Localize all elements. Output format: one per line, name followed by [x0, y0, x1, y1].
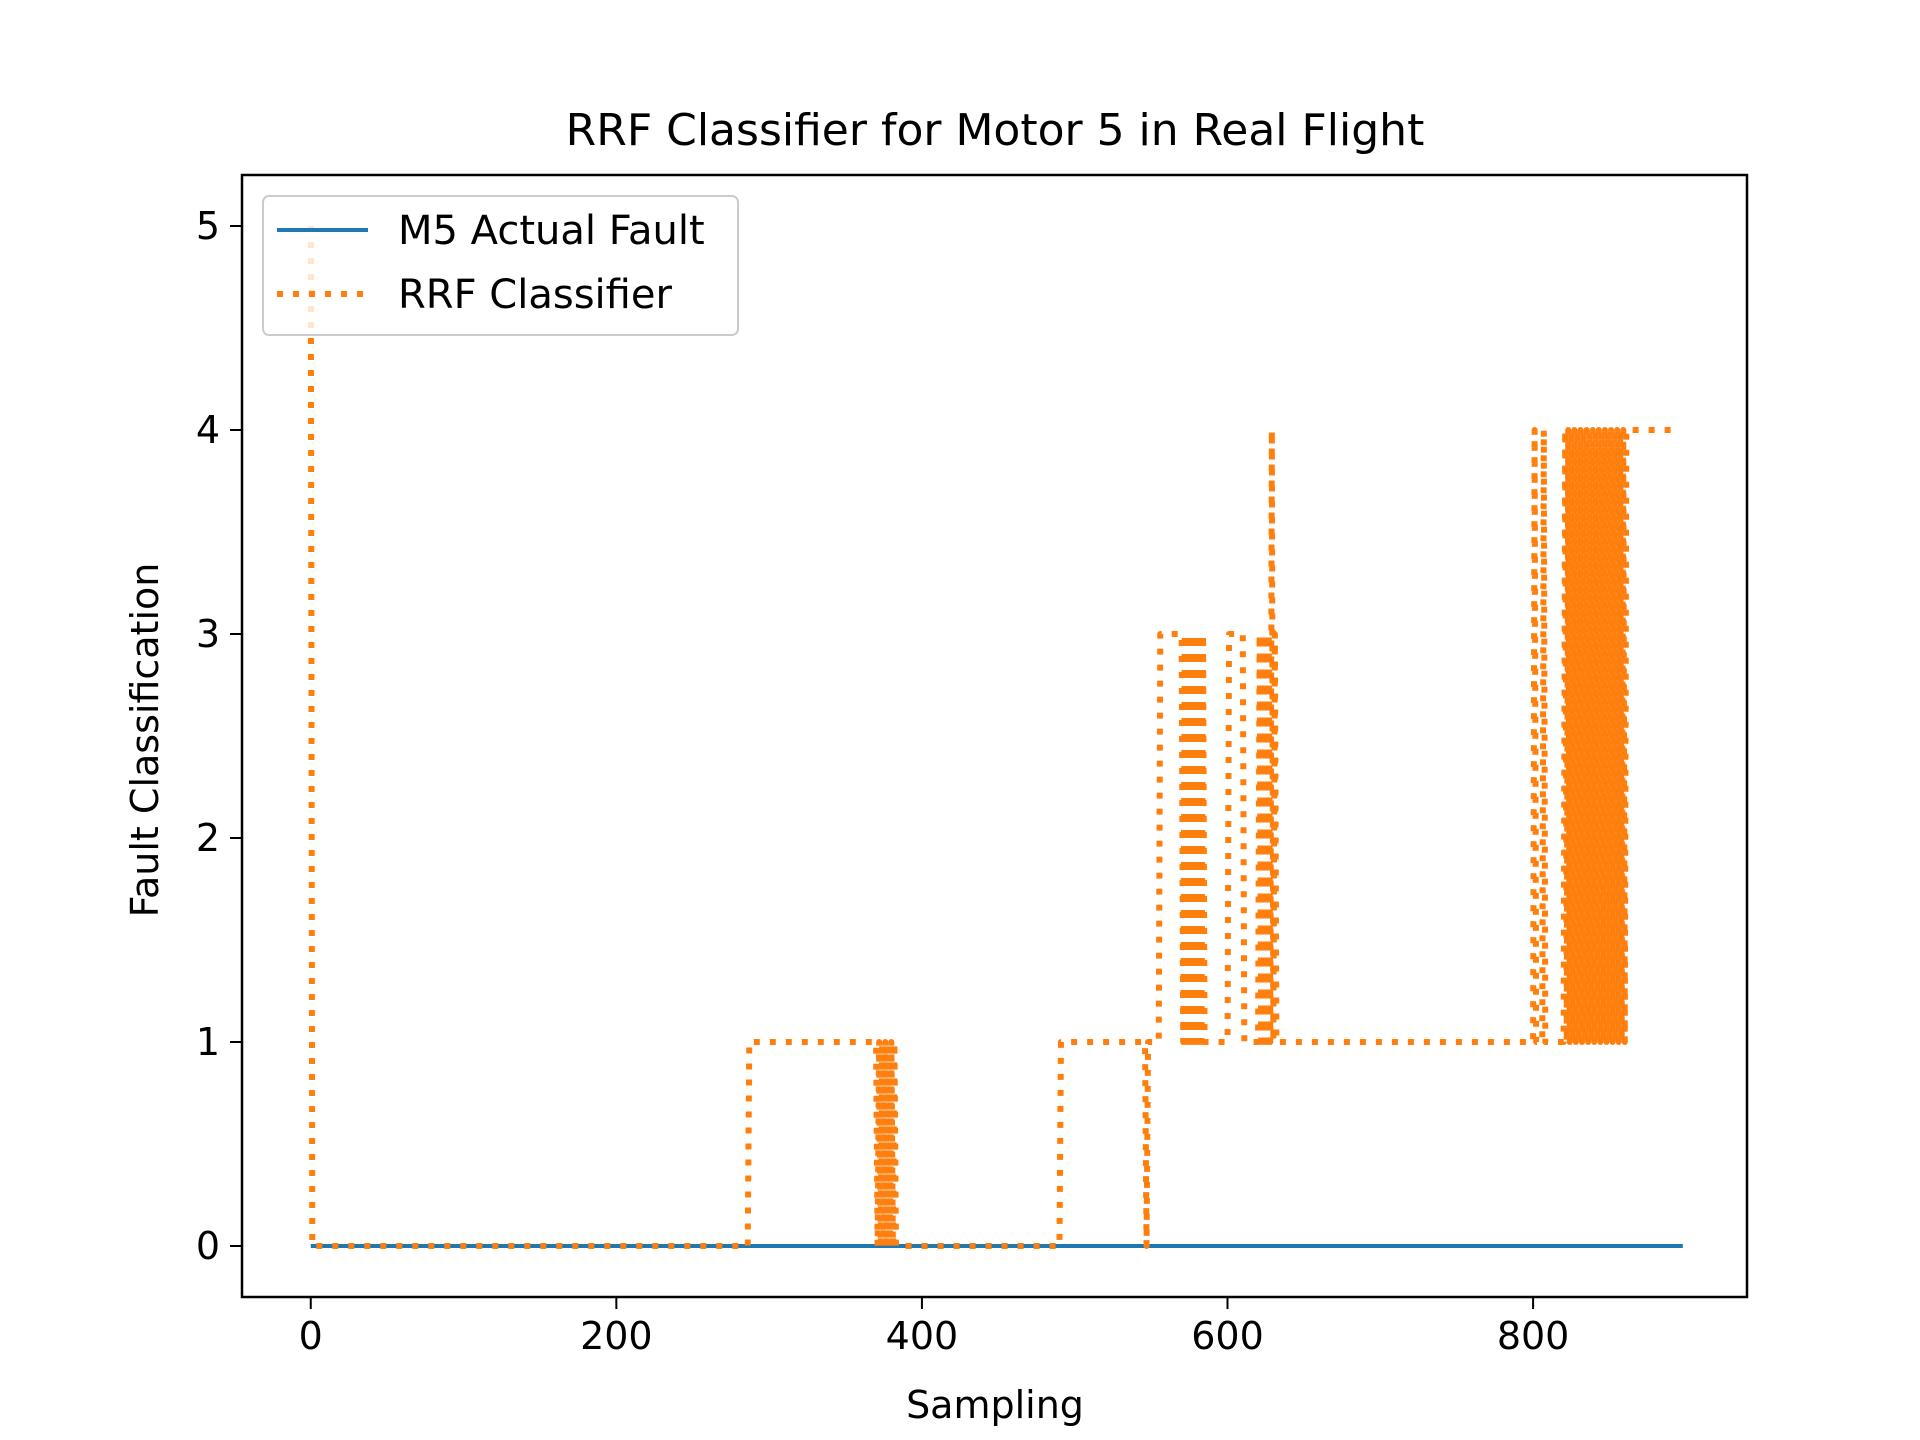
axes-frame — [240, 173, 1749, 1299]
y-axis-ticks: 0 1 2 3 4 5 — [196, 204, 242, 1268]
series-line-1 — [307, 225, 1679, 1249]
x-tick-label: 200 — [580, 1314, 653, 1358]
x-axis-label: Sampling — [906, 1383, 1084, 1427]
x-axis-ticks: 0 200 400 600 800 — [299, 1297, 1570, 1358]
x-tick-label: 800 — [1497, 1314, 1570, 1358]
legend: M5 Actual Fault RRF Classifier — [262, 195, 739, 336]
y-tick-label: 4 — [196, 408, 220, 452]
plot-area — [307, 225, 1683, 1249]
y-tick-label: 0 — [196, 1224, 220, 1268]
chart-title: RRF Classifier for Motor 5 in Real Fligh… — [566, 105, 1425, 156]
x-tick-label: 600 — [1191, 1314, 1264, 1358]
legend-label-series-1: RRF Classifier — [398, 272, 672, 318]
y-tick-label: 3 — [196, 612, 220, 656]
legend-label-series-0: M5 Actual Fault — [398, 208, 705, 254]
y-tick-label: 2 — [196, 816, 220, 860]
y-tick-label: 5 — [196, 204, 220, 248]
x-tick-label: 0 — [299, 1314, 323, 1358]
legend-box — [262, 195, 739, 336]
y-axis-label: Fault Classification — [123, 563, 167, 918]
x-tick-label: 400 — [886, 1314, 959, 1358]
y-tick-label: 1 — [196, 1020, 220, 1064]
